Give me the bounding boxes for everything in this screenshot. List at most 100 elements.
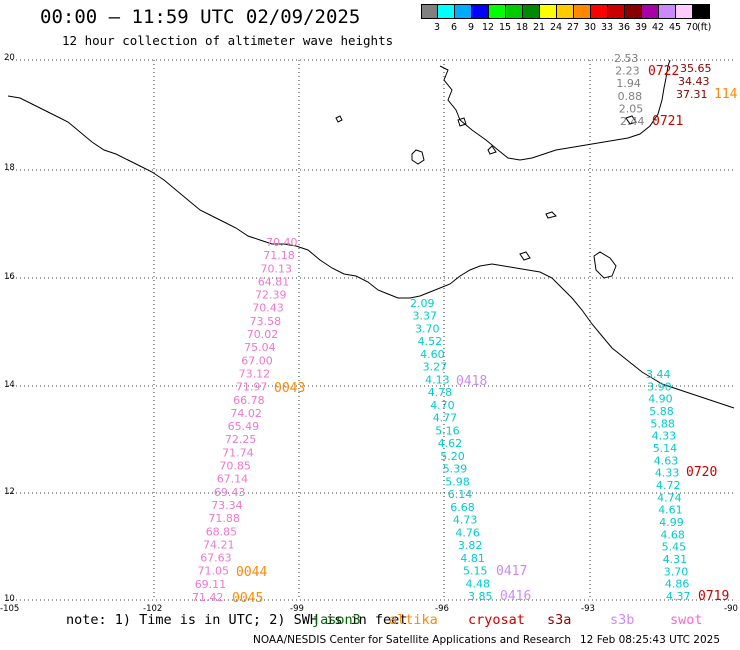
legend-label: 27 bbox=[567, 22, 580, 33]
gray-track-value: 2.23 bbox=[615, 65, 640, 78]
pass-label-114: 114 bbox=[714, 87, 738, 102]
pink-track-value: 67.63 bbox=[200, 552, 232, 565]
pink-track-value: 67.00 bbox=[241, 354, 272, 367]
legend-swatch bbox=[693, 4, 710, 19]
pink-track-value: 75.04 bbox=[244, 341, 276, 354]
cyan-track-value: 4.72 bbox=[656, 479, 681, 492]
legend-swatch bbox=[472, 4, 489, 19]
legend-swatch bbox=[574, 4, 591, 19]
legend-swatch bbox=[506, 4, 523, 19]
lon-label-99: -99 bbox=[290, 604, 304, 614]
cyan-track-value: 4.78 bbox=[428, 386, 453, 399]
pink-track-value: 69.43 bbox=[214, 486, 246, 499]
legend-label: 12 bbox=[482, 22, 495, 33]
sat-altika: altika bbox=[389, 612, 438, 628]
cyan-track-value: 5.88 bbox=[649, 405, 674, 418]
pink-track-value: 71.97 bbox=[236, 381, 268, 394]
legend-label: 3 bbox=[434, 22, 441, 33]
pink-track-value: 73.12 bbox=[239, 368, 271, 381]
sat-jason3: jason3 bbox=[312, 612, 361, 628]
cyan-track-value: 4.73 bbox=[453, 514, 478, 527]
pink-track-value: 71.05 bbox=[198, 565, 230, 578]
cyan-track-value: 4.33 bbox=[652, 430, 677, 443]
cyan-track-value: 5.39 bbox=[443, 463, 468, 476]
pass-label-0416: 0416 bbox=[500, 589, 531, 604]
pink-track-value: 69.11 bbox=[195, 578, 227, 591]
darkred-track-value: 37.31 bbox=[676, 88, 708, 101]
sat-s3b: s3b bbox=[610, 612, 635, 628]
legend-label: 33 bbox=[601, 22, 614, 33]
lat-label-16: 16 bbox=[4, 272, 15, 282]
cyan-track-value: 4.31 bbox=[663, 553, 688, 566]
pink-track-value: 70.40 bbox=[266, 236, 298, 249]
cyan-track-value: 4.86 bbox=[665, 578, 690, 591]
credit-line: NOAA/NESDIS Center for Satellite Applica… bbox=[253, 634, 571, 646]
pass-label-0720: 0720 bbox=[686, 465, 717, 480]
cyan-track-value: 4.37 bbox=[666, 590, 691, 603]
legend-label: 36 bbox=[618, 22, 631, 33]
gray-track-value: 2.53 bbox=[614, 52, 639, 65]
pink-track-value: 74.02 bbox=[230, 407, 262, 420]
pink-track-value: 72.25 bbox=[225, 433, 257, 446]
pink-track-value: 71.18 bbox=[263, 249, 295, 262]
darkred-track-value: 34.43 bbox=[678, 75, 710, 88]
legend-label: 9 bbox=[468, 22, 475, 33]
lon-label-102: -102 bbox=[143, 604, 162, 614]
gray-track-value: 2.05 bbox=[619, 102, 644, 115]
cyan-track-value: 4.81 bbox=[460, 552, 485, 565]
lat-label-14: 14 bbox=[4, 380, 15, 390]
legend-label: 6 bbox=[451, 22, 458, 33]
legend-swatch bbox=[608, 4, 625, 19]
cyan-track-value: 4.68 bbox=[660, 528, 685, 541]
pink-track-value: 71.42 bbox=[192, 591, 224, 604]
coastline bbox=[7, 59, 735, 409]
pink-track-value: 68.85 bbox=[206, 525, 238, 538]
legend-swatch bbox=[523, 4, 540, 19]
cyan-track-value: 5.98 bbox=[445, 475, 470, 488]
cyan-track-value: 3.44 bbox=[646, 368, 671, 381]
legend-label: 21 bbox=[533, 22, 546, 33]
lon-label-96: -96 bbox=[435, 604, 449, 614]
cyan-track-value: 4.63 bbox=[654, 454, 679, 467]
cyan-track-value: 3.82 bbox=[458, 539, 483, 552]
darkred-track-value: 35.65 bbox=[680, 62, 712, 75]
lat-lon-grid bbox=[8, 59, 735, 601]
legend-swatch bbox=[489, 4, 506, 19]
legend-unit: (ft) bbox=[697, 22, 712, 33]
cyan-track-value: 5.16 bbox=[435, 424, 460, 437]
legend-swatch bbox=[540, 4, 557, 19]
cyan-track-value: 2.09 bbox=[410, 297, 435, 310]
legend-swatch bbox=[591, 4, 608, 19]
legend-swatch bbox=[642, 4, 659, 19]
pass-label-0719: 0719 bbox=[698, 589, 729, 604]
legend-label: 15 bbox=[499, 22, 512, 33]
gray-track-value: 2.44 bbox=[620, 115, 645, 128]
cyan-track-value: 4.48 bbox=[466, 577, 491, 590]
cyan-track-value: 4.90 bbox=[648, 393, 673, 406]
pink-track-value: 67.14 bbox=[217, 473, 249, 486]
legend-label: 30 bbox=[584, 22, 597, 33]
pink-track-value: 66.78 bbox=[233, 394, 265, 407]
legend-swatch bbox=[676, 4, 693, 19]
legend-swatch bbox=[625, 4, 642, 19]
sat-cryosat: cryosat bbox=[468, 612, 525, 628]
cyan-track-value: 4.62 bbox=[438, 437, 463, 450]
pass-label-0417: 0417 bbox=[496, 564, 527, 579]
map-subtitle: 12 hour collection of altimeter wave hei… bbox=[62, 33, 394, 48]
pass-label-0418: 0418 bbox=[456, 374, 487, 389]
pass-label-0721: 0721 bbox=[652, 114, 683, 129]
cyan-track-value: 3.70 bbox=[415, 323, 440, 336]
legend-label: 24 bbox=[550, 22, 563, 33]
lat-label-12: 12 bbox=[4, 487, 15, 497]
legend-label: 45 bbox=[669, 22, 682, 33]
footer-note: note: 1) Time is in UTC; 2) SWH is in fe… bbox=[66, 612, 408, 628]
cyan-track-value: 4.33 bbox=[655, 467, 680, 480]
pink-track-value: 65.49 bbox=[228, 420, 260, 433]
cyan-track-value: 3.27 bbox=[423, 361, 448, 374]
generated-timestamp: 12 Feb 08:25:43 UTC 2025 bbox=[580, 634, 720, 646]
legend-swatch bbox=[421, 4, 438, 19]
pink-track-value: 70.85 bbox=[219, 460, 251, 473]
legend-swatch bbox=[659, 4, 676, 19]
cyan-track-value: 3.90 bbox=[647, 380, 672, 393]
pink-track-value: 64.81 bbox=[258, 275, 290, 288]
